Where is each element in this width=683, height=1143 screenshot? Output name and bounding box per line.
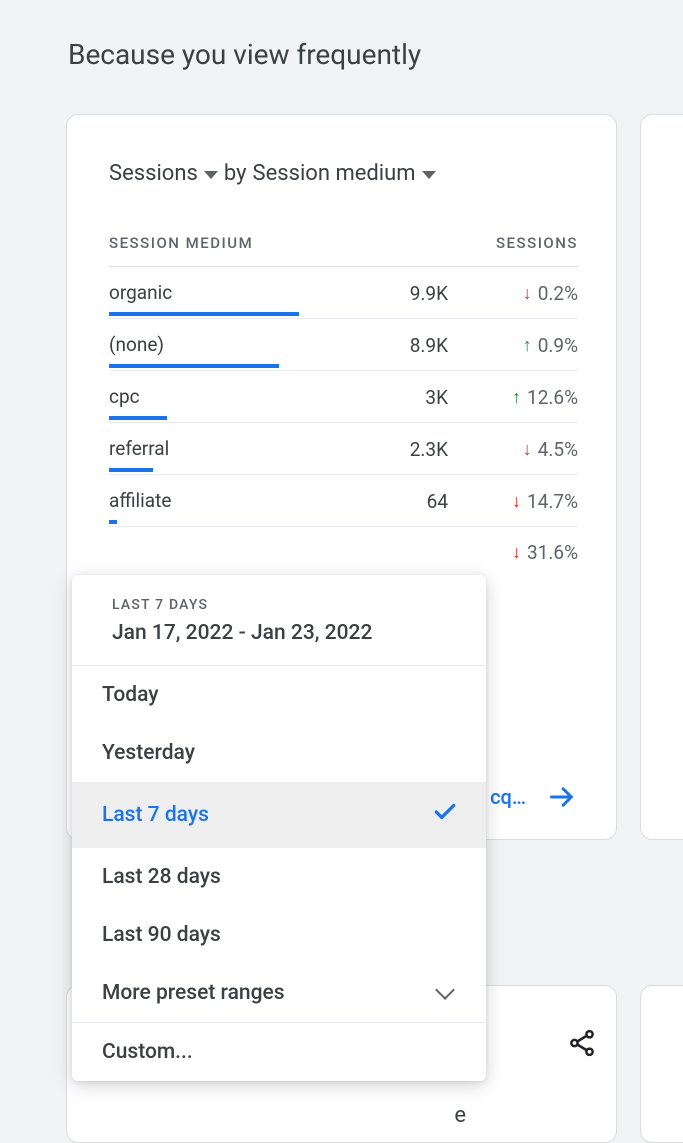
row-value: 3K (368, 386, 448, 419)
table-row: ↓ 31.6% (109, 527, 578, 576)
delta-value: 14.7% (527, 490, 578, 513)
date-range-popup: LAST 7 DAYS Jan 17, 2022 - Jan 23, 2022 … (72, 575, 486, 1081)
arrow-down-icon: ↓ (523, 285, 532, 303)
arrow-down-icon: ↓ (512, 493, 521, 511)
row-bar (109, 520, 117, 524)
table-row: referral2.3K ↓ 4.5% (109, 423, 578, 475)
col-session-medium: SESSION MEDIUM (109, 234, 253, 252)
row-value: 2.3K (368, 438, 448, 471)
next-card-peek-2 (640, 985, 683, 1143)
row-delta: ↓ 4.5% (448, 438, 578, 471)
check-icon (432, 799, 458, 831)
row-bar (109, 468, 153, 472)
section-title: Because you view frequently (0, 0, 683, 71)
date-range-option[interactable]: Last 7 days (72, 782, 486, 848)
row-label: (none) (109, 333, 368, 356)
next-card-peek (640, 114, 683, 840)
table-row: affiliate64 ↓ 14.7% (109, 475, 578, 527)
popup-header: LAST 7 DAYS Jan 17, 2022 - Jan 23, 2022 (72, 575, 486, 666)
row-bar (109, 364, 279, 368)
row-value: 64 (368, 490, 448, 523)
row-value: 8.9K (368, 334, 448, 367)
dimension-label: Session medium (253, 161, 416, 186)
row-bar (109, 416, 167, 420)
row-bar (109, 312, 299, 316)
row-label: cpc (109, 385, 368, 408)
popup-item-label: Today (102, 683, 159, 707)
card-header: Sessions by Session medium (109, 161, 578, 186)
popup-head-label: LAST 7 DAYS (112, 597, 458, 613)
footer-link-text: cq… (490, 785, 526, 809)
row-label: referral (109, 437, 368, 460)
date-range-option[interactable]: Today (72, 666, 486, 724)
row-label: affiliate (109, 489, 368, 512)
metric-label: Sessions (109, 161, 198, 186)
view-report-link[interactable]: cq… (490, 783, 576, 811)
table-row: organic9.9K ↓ 0.2% (109, 267, 578, 319)
popup-item-label: Last 7 days (102, 803, 209, 827)
popup-item-label: Last 28 days (102, 865, 221, 889)
popup-item-label: More preset ranges (102, 981, 285, 1005)
table-header: SESSION MEDIUM SESSIONS (109, 234, 578, 267)
truncated-text: e (454, 1103, 466, 1128)
delta-value: 12.6% (527, 386, 578, 409)
popup-head-range: Jan 17, 2022 - Jan 23, 2022 (112, 621, 458, 645)
row-delta: ↓ 31.6% (448, 541, 578, 574)
caret-down-icon (422, 171, 436, 179)
caret-down-icon (204, 171, 218, 179)
row-delta: ↑ 12.6% (448, 386, 578, 419)
arrow-down-icon: ↓ (512, 544, 521, 562)
date-range-option[interactable]: More preset ranges (72, 964, 486, 1022)
date-range-custom[interactable]: Custom... (72, 1023, 486, 1081)
table-row: (none)8.9K ↑ 0.9% (109, 319, 578, 371)
dimension-dropdown[interactable]: Session medium (253, 161, 436, 186)
delta-value: 0.9% (538, 334, 578, 357)
col-sessions: SESSIONS (496, 234, 578, 252)
delta-value: 4.5% (538, 438, 578, 461)
share-button[interactable] (567, 1028, 597, 1062)
date-range-option[interactable]: Last 90 days (72, 906, 486, 964)
row-delta: ↑ 0.9% (448, 334, 578, 367)
row-value: 9.9K (368, 282, 448, 315)
arrow-up-icon: ↑ (512, 389, 521, 407)
row-delta: ↓ 0.2% (448, 282, 578, 315)
dimension-prefix: by (224, 161, 247, 186)
row-delta: ↓ 14.7% (448, 490, 578, 523)
row-label: organic (109, 281, 368, 304)
arrow-down-icon: ↓ (523, 441, 532, 459)
metric-dropdown[interactable]: Sessions (109, 161, 218, 186)
popup-item-label: Last 90 days (102, 923, 221, 947)
popup-item-label: Yesterday (102, 741, 195, 765)
date-range-option[interactable]: Last 28 days (72, 848, 486, 906)
chevron-down-icon (435, 980, 455, 1000)
delta-value: 0.2% (538, 282, 578, 305)
date-range-option[interactable]: Yesterday (72, 724, 486, 782)
delta-value: 31.6% (527, 541, 578, 564)
arrow-right-icon (548, 783, 576, 811)
table-row: cpc3K ↑ 12.6% (109, 371, 578, 423)
popup-item-label: Custom... (102, 1040, 193, 1064)
arrow-up-icon: ↑ (523, 337, 532, 355)
